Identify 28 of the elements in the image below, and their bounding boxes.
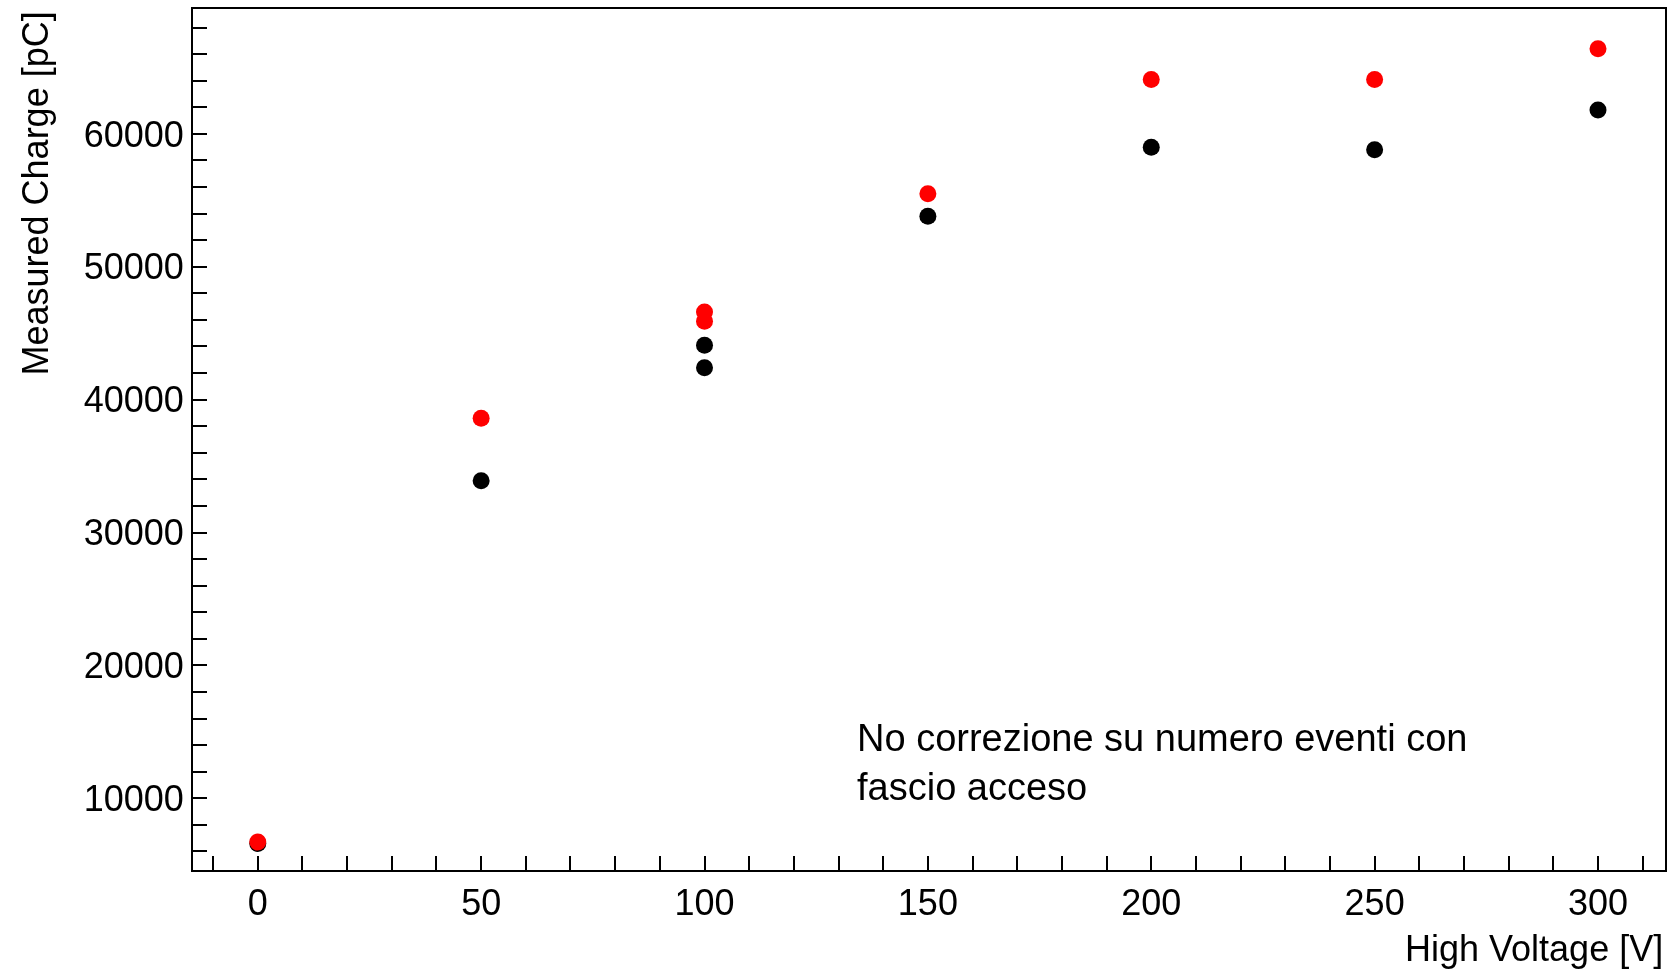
point [1589, 101, 1607, 119]
point [696, 359, 714, 377]
y-tick-label: 10000 [83, 777, 184, 819]
point [1366, 70, 1384, 88]
y-tick-label: 40000 [83, 379, 184, 421]
x-tick-label: 100 [674, 882, 735, 924]
x-tick-label: 50 [461, 882, 502, 924]
x-tick-label: 300 [1567, 882, 1629, 924]
x-tick-label: 250 [1344, 882, 1405, 924]
y-tick-label: 60000 [83, 113, 184, 155]
x-axis-title: High Voltage [V] [1405, 928, 1664, 969]
x-tick-label: 200 [1121, 882, 1182, 924]
point [1142, 70, 1160, 88]
point [1589, 40, 1607, 58]
point [919, 207, 937, 225]
y-tick-label: 20000 [83, 644, 184, 686]
annotation: No correzione su numero eventi con fascio acceso [857, 717, 1468, 809]
point [1142, 138, 1160, 156]
point [696, 336, 714, 354]
y-tick-label: 50000 [83, 246, 184, 288]
point [1366, 141, 1384, 159]
y-tick-label: 30000 [83, 512, 184, 554]
y-axis-title: Measured Charge [pC] [15, 11, 57, 376]
x-tick-label: 0 [247, 882, 268, 924]
point [472, 472, 490, 490]
point [919, 185, 937, 203]
x-tick-label: 150 [897, 882, 958, 924]
point [472, 409, 490, 427]
